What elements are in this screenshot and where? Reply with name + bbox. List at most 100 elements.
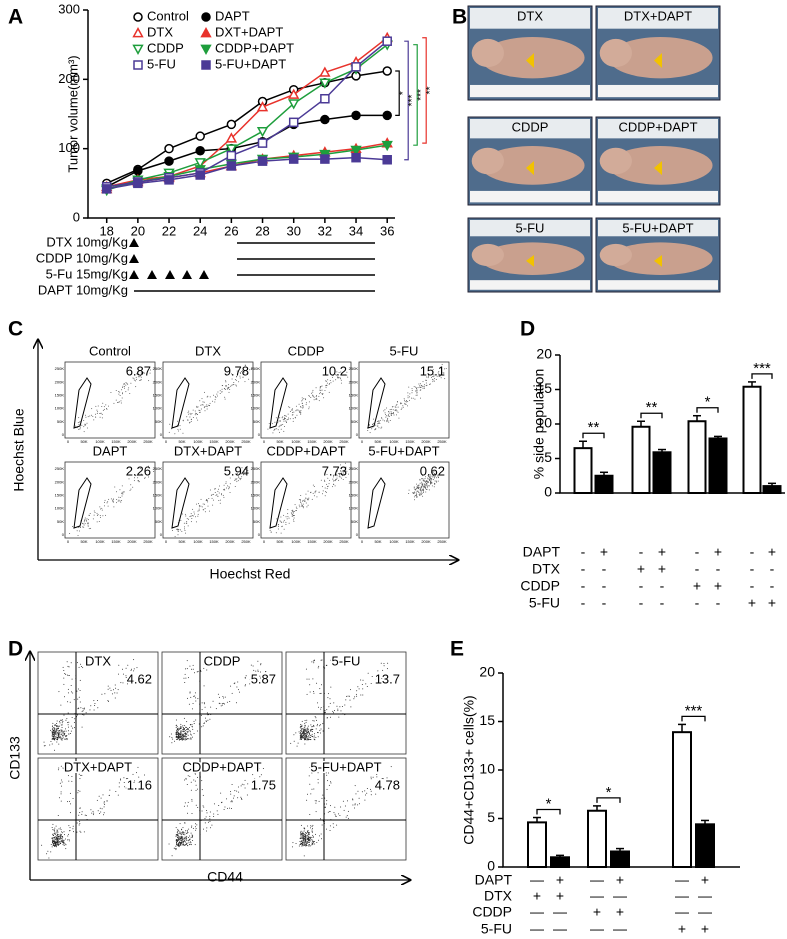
event-dot bbox=[236, 481, 238, 483]
event-dot bbox=[51, 729, 53, 731]
event-dot bbox=[244, 364, 246, 366]
event-dot bbox=[301, 726, 303, 728]
event-dot bbox=[103, 408, 105, 410]
event-dot bbox=[120, 400, 122, 402]
event-dot bbox=[438, 373, 440, 375]
event-dot bbox=[328, 391, 330, 393]
event-dot bbox=[281, 521, 283, 523]
legend-label: 5-FU+DAPT bbox=[215, 56, 286, 71]
flow-plot-title: Control bbox=[89, 343, 131, 358]
event-dot bbox=[186, 668, 188, 670]
event-dot bbox=[67, 770, 69, 772]
event-dot bbox=[116, 491, 118, 493]
event-dot bbox=[279, 417, 281, 419]
event-dot bbox=[226, 388, 228, 390]
event-dot bbox=[67, 701, 69, 703]
event-dot bbox=[312, 389, 314, 391]
event-dot bbox=[304, 736, 306, 738]
event-dot bbox=[215, 488, 217, 490]
event-dot bbox=[107, 505, 109, 507]
photo-backdrop bbox=[470, 119, 590, 139]
event-dot bbox=[64, 834, 66, 836]
event-dot bbox=[302, 499, 304, 501]
event-dot bbox=[137, 766, 139, 768]
y-tick-label: 200K bbox=[349, 379, 359, 384]
event-dot bbox=[176, 736, 178, 738]
event-dot bbox=[257, 669, 259, 671]
event-dot bbox=[63, 714, 65, 716]
event-dot bbox=[305, 502, 307, 504]
event-dot bbox=[283, 430, 285, 432]
event-dot bbox=[117, 402, 119, 404]
event-dot bbox=[218, 696, 220, 698]
event-dot bbox=[313, 659, 315, 661]
event-dot bbox=[304, 743, 306, 745]
event-dot bbox=[175, 842, 177, 844]
condition-sign: + bbox=[701, 872, 709, 888]
event-dot bbox=[340, 378, 342, 380]
event-dot bbox=[387, 418, 389, 420]
event-dot bbox=[103, 801, 105, 803]
event-dot bbox=[229, 477, 231, 479]
event-dot bbox=[307, 727, 309, 729]
event-dot bbox=[381, 777, 383, 779]
event-dot bbox=[310, 793, 312, 795]
event-dot bbox=[301, 840, 303, 842]
condition-sign: - bbox=[750, 561, 755, 577]
event-dot bbox=[52, 839, 54, 841]
event-dot bbox=[92, 518, 94, 520]
tumor-arrow bbox=[526, 161, 534, 176]
event-dot bbox=[327, 693, 329, 695]
event-dot bbox=[196, 407, 198, 409]
event-dot bbox=[194, 697, 196, 699]
event-dot bbox=[101, 507, 103, 509]
event-dot bbox=[190, 826, 192, 828]
event-dot bbox=[198, 510, 200, 512]
event-dot bbox=[70, 733, 72, 735]
event-dot bbox=[282, 424, 284, 426]
event-dot bbox=[300, 494, 302, 496]
event-dot bbox=[309, 783, 311, 785]
event-dot bbox=[386, 419, 388, 421]
event-dot bbox=[301, 500, 303, 502]
event-dot bbox=[407, 397, 409, 399]
marker bbox=[256, 126, 269, 138]
event-dot bbox=[81, 813, 83, 815]
event-dot bbox=[300, 413, 302, 415]
event-dot bbox=[190, 420, 192, 422]
event-dot bbox=[368, 423, 370, 425]
event-dot bbox=[107, 688, 109, 690]
event-dot bbox=[299, 410, 301, 412]
event-dot bbox=[324, 390, 326, 392]
event-dot bbox=[208, 510, 210, 512]
event-dot bbox=[90, 527, 92, 529]
event-dot bbox=[184, 513, 186, 515]
event-dot bbox=[235, 479, 237, 481]
condition-sign: + bbox=[658, 561, 666, 577]
event-dot bbox=[122, 392, 124, 394]
event-dot bbox=[386, 777, 388, 779]
event-dot bbox=[339, 815, 341, 817]
event-dot bbox=[236, 478, 238, 480]
event-dot bbox=[130, 484, 132, 486]
significance-bracket bbox=[536, 808, 561, 815]
event-dot bbox=[376, 421, 378, 423]
event-dot bbox=[200, 505, 202, 507]
event-dot bbox=[208, 497, 210, 499]
event-dot bbox=[182, 738, 184, 740]
x-tick-label: 50K bbox=[178, 439, 185, 444]
event-dot bbox=[417, 490, 419, 492]
event-dot bbox=[381, 417, 383, 419]
event-dot bbox=[349, 695, 351, 697]
event-dot bbox=[312, 834, 314, 836]
event-dot bbox=[198, 411, 200, 413]
event-dot bbox=[249, 679, 251, 681]
condition-sign: — bbox=[590, 888, 604, 904]
event-dot bbox=[332, 380, 334, 382]
event-dot bbox=[431, 482, 433, 484]
event-dot bbox=[116, 499, 118, 501]
event-dot bbox=[300, 834, 302, 836]
event-dot bbox=[431, 478, 433, 480]
event-dot bbox=[184, 526, 186, 528]
